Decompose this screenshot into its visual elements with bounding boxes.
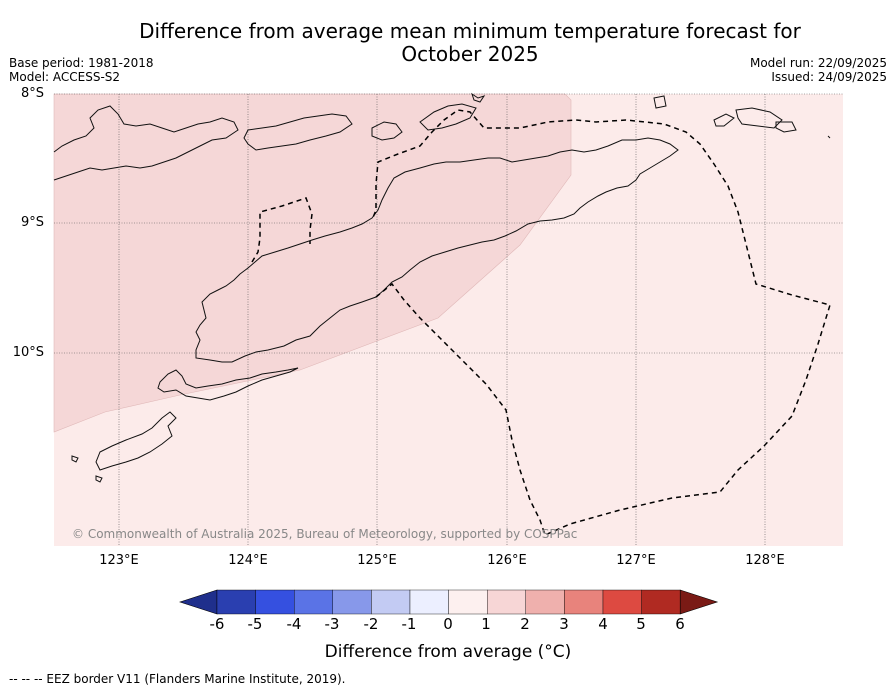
map-title: Difference from average mean minimum tem… (120, 20, 820, 66)
eez-borders (251, 109, 831, 537)
colorbar-segment (525, 589, 565, 615)
timor-coastline (195, 137, 679, 363)
lon-label-125e: 125°E (357, 553, 397, 568)
alor-island (243, 113, 353, 151)
lon-label-128e: 128°E (745, 553, 785, 568)
rote-island (157, 367, 299, 401)
colorbar-segment (294, 589, 334, 615)
colorbar-tick: -5 (247, 615, 263, 633)
lat-label-10s: 10°S (12, 345, 44, 360)
colorbar-label: Difference from average (°C) (324, 642, 572, 662)
island-east-4 (775, 121, 797, 133)
island-east-2 (713, 113, 735, 127)
atauro-island (371, 121, 403, 141)
colorbar-segment (448, 589, 488, 615)
base-period: Base period: 1981-2018 (9, 56, 154, 70)
flores-coastline (53, 105, 239, 181)
lat-label-9s: 9°S (20, 215, 44, 230)
copyright-text: © Commonwealth of Australia 2025, Bureau… (72, 527, 577, 541)
north-islet (471, 92, 486, 103)
colorbar (179, 589, 719, 615)
eez-timor-leste (371, 109, 831, 537)
colorbar-segment (255, 589, 295, 615)
colorbar-tick: 1 (481, 615, 491, 633)
colorbar-segment (641, 589, 681, 615)
colorbar-segment (487, 589, 527, 615)
eez-oecusse (251, 197, 313, 263)
colorbar-tick: 3 (559, 615, 569, 633)
model-name: Model: ACCESS-S2 (9, 70, 121, 84)
island-east-1 (653, 95, 667, 109)
lat-label-8s: 8°S (20, 86, 44, 101)
wetar-island (419, 103, 477, 131)
colorbar-tick: 4 (598, 615, 608, 633)
island-east-5 (827, 135, 831, 139)
colorbar-segment (332, 589, 372, 615)
eez-legend-note: -- -- -- EEZ border V11 (Flanders Marine… (9, 672, 346, 686)
colorbar-segment (602, 589, 642, 615)
semau-island (95, 411, 177, 471)
colorbar-segment (564, 589, 604, 615)
lon-label-123e: 123°E (99, 553, 139, 568)
colorbar-segment (409, 589, 449, 615)
small-island-1 (71, 455, 79, 463)
colorbar-tick: 0 (443, 615, 453, 633)
meta-right: Model run: 22/09/2025 Issued: 24/09/2025 (750, 56, 887, 84)
colorbar-tick: 2 (520, 615, 530, 633)
model-run: Model run: 22/09/2025 (749, 56, 887, 70)
colorbar-extend-high (679, 589, 719, 615)
colorbar-segment (216, 589, 256, 615)
island-east-3 (735, 107, 783, 129)
colorbar-extend-low (179, 589, 218, 615)
lon-label-126e: 126°E (487, 553, 527, 568)
colorbar-tick: 6 (675, 615, 685, 633)
title-line-1: Difference from average mean minimum tem… (139, 19, 801, 43)
anomaly-band-1-2 (53, 93, 572, 433)
title-line-2: October 2025 (401, 42, 539, 66)
colorbar-tick: -1 (401, 615, 417, 633)
lon-label-127e: 127°E (616, 553, 656, 568)
issued-date: Issued: 24/09/2025 (771, 70, 887, 84)
colorbar-tick: -6 (209, 615, 225, 633)
colorbar-tick: -3 (324, 615, 340, 633)
colorbar-segment (371, 589, 411, 615)
coastlines (53, 92, 831, 483)
meta-left: Base period: 1981-2018 Model: ACCESS-S2 (9, 56, 154, 84)
colorbar-tick: 5 (636, 615, 646, 633)
lon-label-124e: 124°E (228, 553, 268, 568)
colorbar-tick: -4 (286, 615, 302, 633)
colorbar-tick: -2 (363, 615, 379, 633)
graticule (54, 93, 843, 546)
small-island-2 (95, 475, 103, 483)
